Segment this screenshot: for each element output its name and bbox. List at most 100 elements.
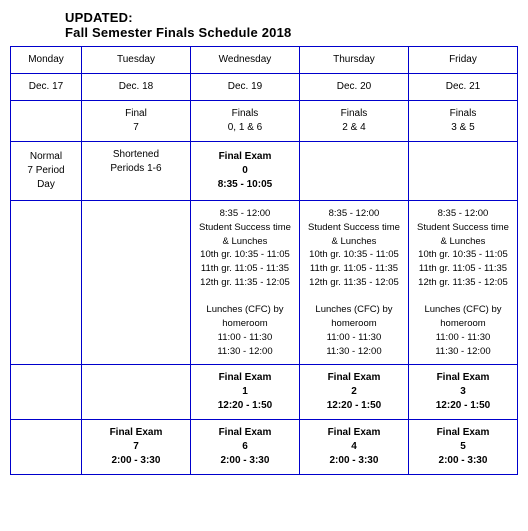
summary-fri: Finals 3 & 5 [408,101,517,142]
table-row: Normal 7 Period Day Shortened Periods 1-… [11,142,518,201]
line: Final Exam [437,372,490,383]
line: 12:20 - 1:50 [436,400,490,411]
line: Shortened [113,149,159,160]
line: 2:00 - 3:30 [330,455,379,466]
cell-empty [11,201,82,365]
line: 8:35 - 12:00 [329,208,380,219]
header-tue: Tuesday [81,47,190,74]
cell-empty [299,142,408,201]
line: Lunches (CFC) by [424,304,501,315]
line: homeroom [331,318,376,329]
title-updated: UPDATED: [65,10,518,25]
line: 11th gr. 11:05 - 11:35 [201,263,289,274]
table-row: Final Exam 1 12:20 - 1:50 Final Exam 2 1… [11,365,518,420]
line: 1 [242,386,248,397]
line: 12:20 - 1:50 [218,400,272,411]
line: 10th gr. 10:35 - 11:05 [200,249,290,260]
final-exam-6: Final Exam 6 2:00 - 3:30 [190,420,299,475]
line: Normal [30,151,62,162]
line: Periods 1-6 [110,163,161,174]
summary-label: Final [125,108,147,119]
schedule-title: UPDATED: Fall Semester Finals Schedule 2… [65,10,518,40]
header-thu: Thursday [299,47,408,74]
summary-wed: Finals 0, 1 & 6 [190,101,299,142]
final-exam-1: Final Exam 1 12:20 - 1:50 [190,365,299,420]
date-tue: Dec. 18 [81,74,190,101]
summary-tue: Final 7 [81,101,190,142]
cell-empty [11,420,82,475]
cell-empty [81,365,190,420]
lunch-thu: 8:35 - 12:00 Student Success time & Lunc… [299,201,408,365]
line: Final Exam [219,151,272,162]
summary-period: 2 & 4 [342,122,365,133]
line: homeroom [222,318,267,329]
cell-empty [11,101,82,142]
line: 7 Period [27,165,64,176]
line: homeroom [440,318,485,329]
final-exam-0: Final Exam 0 8:35 - 10:05 [190,142,299,201]
summary-period: 7 [133,122,139,133]
lunch-wed: 8:35 - 12:00 Student Success time & Lunc… [190,201,299,365]
finals-schedule-table: Monday Tuesday Wednesday Thursday Friday… [10,46,518,475]
table-row: Monday Tuesday Wednesday Thursday Friday [11,47,518,74]
line: 11:30 - 12:00 [435,346,490,357]
line: 12th gr. 11:35 - 12:05 [309,277,399,288]
line: 11:30 - 12:00 [217,346,272,357]
line: Student Success time [417,222,509,233]
line: 11:30 - 12:00 [326,346,381,357]
date-fri: Dec. 21 [408,74,517,101]
line: Final Exam [328,372,381,383]
cell-empty [11,365,82,420]
normal-day: Normal 7 Period Day [11,142,82,201]
line: 5 [460,441,466,452]
summary-label: Finals [450,108,477,119]
line: 7 [133,441,139,452]
date-mon: Dec. 17 [11,74,82,101]
line: 2:00 - 3:30 [439,455,488,466]
lunch-fri: 8:35 - 12:00 Student Success time & Lunc… [408,201,517,365]
summary-period: 0, 1 & 6 [228,122,262,133]
line: Lunches (CFC) by [206,304,283,315]
final-exam-3: Final Exam 3 12:20 - 1:50 [408,365,517,420]
header-fri: Friday [408,47,517,74]
cell-empty [81,201,190,365]
final-exam-2: Final Exam 2 12:20 - 1:50 [299,365,408,420]
line: 12th gr. 11:35 - 12:05 [200,277,290,288]
line: & Lunches [223,236,268,247]
title-semester: Fall Semester Finals Schedule 2018 [65,25,518,40]
summary-label: Finals [232,108,259,119]
line: & Lunches [332,236,377,247]
summary-thu: Finals 2 & 4 [299,101,408,142]
final-exam-7: Final Exam 7 2:00 - 3:30 [81,420,190,475]
line: 10th gr. 10:35 - 11:05 [418,249,508,260]
summary-period: 3 & 5 [451,122,474,133]
line: 3 [460,386,466,397]
line: Lunches (CFC) by [315,304,392,315]
line: 11:00 - 11:30 [218,332,273,343]
header-mon: Monday [11,47,82,74]
line: 2:00 - 3:30 [221,455,270,466]
shortened-periods: Shortened Periods 1-6 [81,142,190,201]
date-thu: Dec. 20 [299,74,408,101]
line: Day [37,179,55,190]
line: 0 [242,165,248,176]
line: 10th gr. 10:35 - 11:05 [309,249,399,260]
line: Final Exam [437,427,490,438]
final-exam-4: Final Exam 4 2:00 - 3:30 [299,420,408,475]
line: 11th gr. 11:05 - 11:35 [310,263,398,274]
line: 8:35 - 12:00 [220,208,271,219]
line: 8:35 - 12:00 [438,208,489,219]
line: 11:00 - 11:30 [327,332,382,343]
line: 12:20 - 1:50 [327,400,381,411]
date-wed: Dec. 19 [190,74,299,101]
line: 6 [242,441,248,452]
header-wed: Wednesday [190,47,299,74]
table-row: 8:35 - 12:00 Student Success time & Lunc… [11,201,518,365]
line: Final Exam [110,427,163,438]
line: Student Success time [308,222,400,233]
line: & Lunches [441,236,486,247]
final-exam-5: Final Exam 5 2:00 - 3:30 [408,420,517,475]
table-row: Dec. 17 Dec. 18 Dec. 19 Dec. 20 Dec. 21 [11,74,518,101]
line: 2 [351,386,357,397]
line: Final Exam [219,427,272,438]
